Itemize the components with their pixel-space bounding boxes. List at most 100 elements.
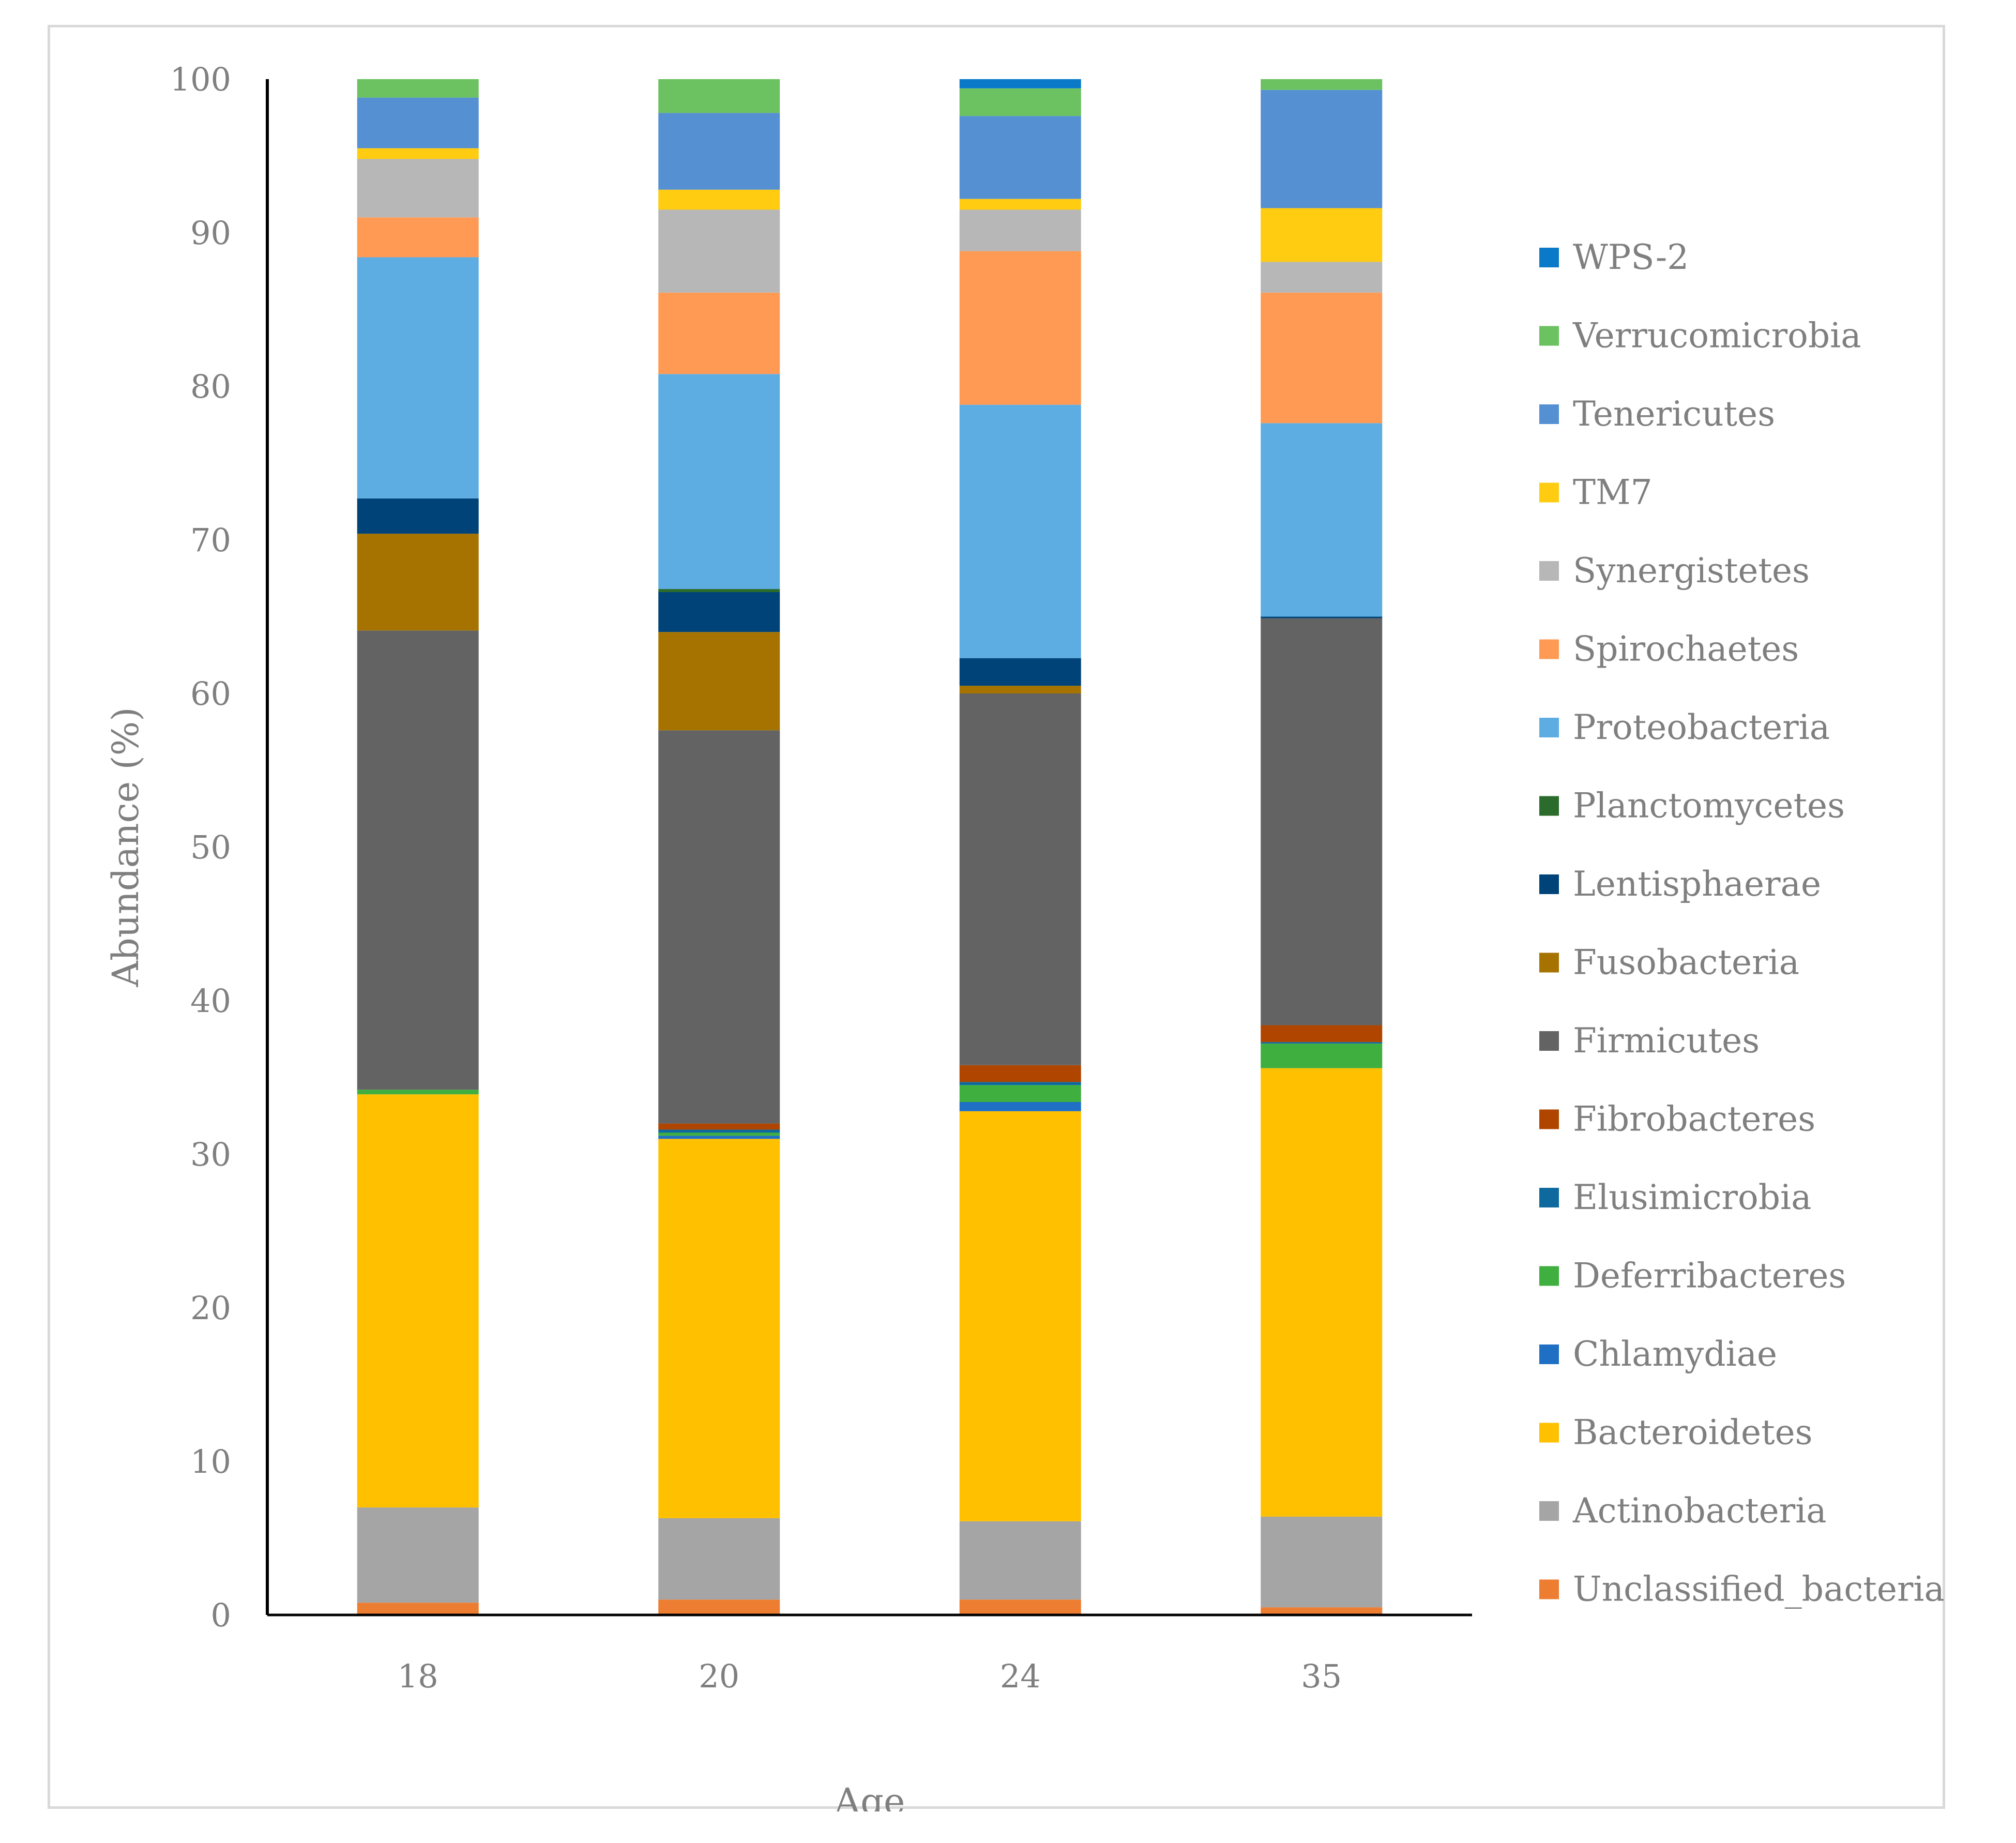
bar-segment-actinobacteria-35 (1261, 1516, 1383, 1608)
legend-item: Fibrobacteres (1539, 1099, 1815, 1139)
legend-swatch (1539, 248, 1559, 267)
legend-label: Unclassified_bacteria (1573, 1569, 1945, 1609)
legend-item: Proteobacteria (1539, 707, 1830, 747)
bar-segment-synergistetes-35 (1261, 262, 1383, 293)
bar-segment-firmicutes-20 (658, 730, 780, 1124)
legend-swatch (1539, 1423, 1559, 1443)
legend-swatch (1539, 1266, 1559, 1286)
legend-label: Deferribacteres (1573, 1256, 1846, 1296)
x-tick-labels: 18 20 24 35 (398, 1657, 1342, 1695)
legend-label: Verrucomicrobia (1572, 316, 1861, 356)
legend-item: Chlamydiae (1539, 1334, 1777, 1374)
legend-item: TM7 (1539, 473, 1653, 512)
chart-frame: 0 10 20 30 40 50 60 70 80 90 100 18 20 24 35 Abundanc… (48, 25, 1945, 1811)
legend-swatch (1539, 1501, 1559, 1521)
bar-segment-proteobacteria-20 (658, 374, 780, 590)
bar-segment-spirochaetes-20 (658, 292, 780, 374)
bar-segment-spirochaetes-35 (1261, 292, 1383, 424)
bar-segment-fusobacteria-18 (357, 534, 479, 631)
bar-segment-elusimicrobia-20 (658, 1129, 780, 1133)
bar-segment-lentisphaerae-24 (959, 658, 1081, 686)
bar-segment-planctomycetes-20 (658, 589, 780, 592)
legend-label: Proteobacteria (1573, 707, 1830, 747)
legend-swatch (1539, 718, 1559, 737)
bar-segment-chlamydiae-20 (658, 1136, 780, 1139)
bar-segment-verrucomicrobia-20 (658, 79, 780, 113)
bar-segment-tm7-20 (658, 189, 780, 210)
legend-swatch (1539, 953, 1559, 973)
bar-segment-unclassified-bacteria-35 (1261, 1607, 1383, 1615)
legend-label: Bacteroidetes (1573, 1413, 1813, 1453)
bar-segment-tm7-18 (357, 148, 479, 159)
bar-segment-tm7-35 (1261, 208, 1383, 262)
bar-segment-tm7-24 (959, 199, 1081, 210)
bar-segment-bacteroidetes-18 (357, 1094, 479, 1508)
legend-label: WPS-2 (1573, 237, 1689, 277)
legend-swatch (1539, 1031, 1559, 1051)
legend-label: Spirochaetes (1573, 629, 1799, 669)
bar-segment-synergistetes-18 (357, 159, 479, 218)
bar-segment-fibrobacteres-35 (1261, 1025, 1383, 1043)
bar-segment-tenericutes-18 (357, 97, 479, 148)
bar-segment-actinobacteria-18 (357, 1507, 479, 1603)
bar-segment-lentisphaerae-18 (357, 498, 479, 534)
legend-item: Tenericutes (1539, 394, 1775, 434)
bar-segment-elusimicrobia-24 (959, 1082, 1081, 1085)
bar-segment-proteobacteria-35 (1261, 423, 1383, 617)
legend-label: TM7 (1573, 473, 1653, 512)
legend-item: WPS-2 (1539, 237, 1689, 277)
legend-label: Fusobacteria (1573, 943, 1799, 983)
bar-segment-unclassified-bacteria-18 (357, 1603, 479, 1615)
y-tick-label: 30 (190, 1136, 231, 1173)
stacked-bar-chart: 0 10 20 30 40 50 60 70 80 90 100 18 20 24 35 Abundanc… (104, 61, 1945, 1811)
bar-segment-proteobacteria-18 (357, 257, 479, 498)
bar-segment-deferribacteres-20 (658, 1132, 780, 1136)
legend-label: Chlamydiae (1573, 1334, 1777, 1374)
y-tick-label: 40 (190, 982, 231, 1020)
y-tick-label: 70 (190, 521, 231, 559)
legend-swatch (1539, 796, 1559, 816)
bar-segment-bacteroidetes-20 (658, 1139, 780, 1518)
bar-segment-proteobacteria-24 (959, 404, 1081, 658)
y-tick-label: 100 (170, 61, 231, 98)
legend-item: Lentisphaerae (1539, 864, 1821, 904)
bar-segment-bacteroidetes-24 (959, 1111, 1081, 1521)
legend-label: Lentisphaerae (1573, 864, 1821, 904)
bar-segment-lentisphaerae-20 (658, 592, 780, 632)
bar-segment-verrucomicrobia-35 (1261, 79, 1383, 90)
bar-segment-tenericutes-35 (1261, 89, 1383, 208)
bar-stack-35 (1261, 79, 1383, 1615)
x-tick-label: 18 (398, 1657, 438, 1695)
x-tick-label: 35 (1301, 1657, 1342, 1695)
legend-label: Elusimicrobia (1573, 1177, 1811, 1217)
bar-segment-fusobacteria-20 (658, 632, 780, 731)
legend-swatch (1539, 874, 1559, 894)
legend-item: Verrucomicrobia (1539, 316, 1861, 356)
y-tick-label: 0 (211, 1596, 231, 1634)
legend-swatch (1539, 326, 1559, 346)
bar-segment-verrucomicrobia-24 (959, 88, 1081, 116)
x-tick-label: 24 (1000, 1657, 1041, 1695)
legend-item: Bacteroidetes (1539, 1413, 1813, 1453)
legend-label: Firmicutes (1573, 1021, 1760, 1061)
bar-segment-synergistetes-20 (658, 209, 780, 293)
legend-swatch (1539, 1579, 1559, 1599)
bar-segment-verrucomicrobia-18 (357, 79, 479, 98)
legend-label: Tenericutes (1573, 394, 1775, 434)
legend-item: Elusimicrobia (1539, 1177, 1811, 1217)
bar-segment-firmicutes-35 (1261, 618, 1383, 1025)
bar-segment-tenericutes-24 (959, 116, 1081, 199)
bar-segment-elusimicrobia-35 (1261, 1042, 1383, 1044)
legend-item: Spirochaetes (1539, 629, 1799, 669)
bar-segment-unclassified-bacteria-20 (658, 1599, 780, 1615)
legend-swatch (1539, 561, 1559, 581)
bar-segment-unclassified-bacteria-24 (959, 1599, 1081, 1615)
legend-label: Actinobacteria (1572, 1491, 1827, 1531)
y-axis-title: Abundance (%) (104, 707, 147, 987)
legend-label: Planctomycetes (1573, 786, 1845, 826)
bar-segment-fusobacteria-24 (959, 686, 1081, 693)
legend-label: Synergistetes (1573, 551, 1810, 591)
y-tick-label: 50 (190, 828, 231, 866)
bar-segment-firmicutes-18 (357, 630, 479, 1090)
legend-swatch (1539, 404, 1559, 424)
